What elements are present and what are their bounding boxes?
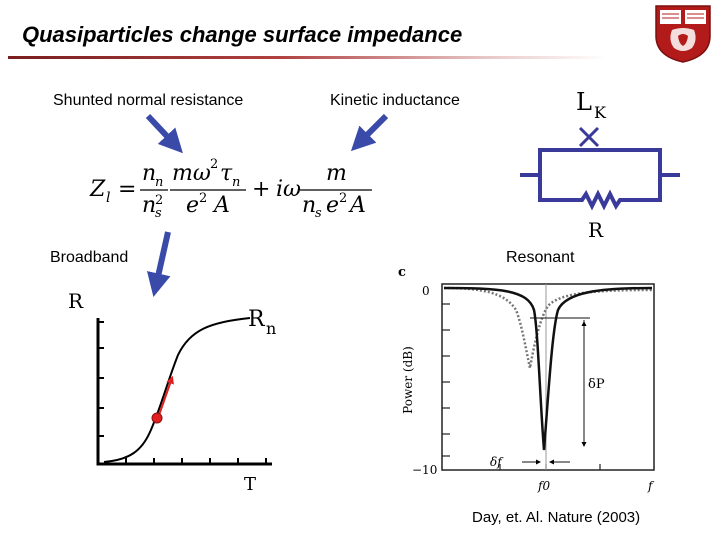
eq-t2-den-A: A	[348, 193, 366, 218]
eq-t1b-num: mω	[172, 161, 211, 186]
resistor-zigzag	[540, 189, 660, 211]
eq-t2-den-sub: s	[315, 206, 322, 221]
x-label-f: f	[647, 479, 655, 493]
plot-y-label-r: R	[68, 289, 84, 313]
y-axis-ticks	[98, 321, 104, 437]
eq-t1-num-sub: n	[155, 175, 163, 190]
delta-p-label: δP	[588, 377, 605, 392]
eq-lhs-sub: l	[106, 190, 110, 206]
inductor-cross-symbol	[578, 126, 600, 148]
surface-impedance-equation: Z l = n n n s 2 mω 2 τ n e 2 A + iω m n …	[89, 157, 372, 221]
delta-f-label: δf	[490, 455, 504, 469]
resonance-dip-figure: c 0 −10 Power (dB) δP δf f0 f	[398, 265, 655, 493]
y-tick-minus10: −10	[412, 463, 437, 477]
eq-t1b-num-sup: 2	[210, 157, 218, 172]
panel-letter: c	[398, 265, 406, 280]
university-crest-logo	[655, 5, 711, 63]
operating-point-marker	[151, 412, 163, 424]
eq-t1b-num-tau: τ	[220, 161, 233, 186]
eq-t1-num: n	[142, 161, 156, 186]
dip-curve-solid	[443, 286, 653, 451]
eq-equals: =	[118, 177, 136, 202]
x-axis-ticks	[125, 458, 267, 464]
eq-iomega: iω	[276, 177, 301, 202]
label-resonant: Resonant	[506, 249, 575, 266]
resistance-transition-curve	[103, 317, 251, 463]
title-underline	[8, 56, 608, 59]
eq-t1-den-sub: s	[155, 206, 162, 221]
label-shunted-normal-resistance: Shunted normal resistance	[53, 92, 244, 109]
eq-t1b-den-sup: 2	[199, 191, 207, 206]
y-tick-0: 0	[422, 284, 430, 298]
eq-t1-den: n	[142, 193, 156, 218]
bias-direction-arrow	[157, 375, 174, 419]
arrow-to-inductive-term	[350, 113, 389, 152]
arrow-to-resistive-term	[145, 113, 183, 154]
arrow-to-rt-curve	[146, 231, 171, 298]
lk-r-parallel-circuit: L K R	[520, 88, 680, 242]
plot-rn-label: R	[248, 307, 266, 332]
dip-curve-dotted	[443, 286, 653, 369]
eq-t1b-den: e	[186, 193, 199, 218]
plot-rn-subscript: n	[266, 319, 276, 338]
eq-t2-num: m	[326, 161, 347, 186]
label-kinetic-inductance: Kinetic inductance	[330, 92, 460, 109]
inductor-label: L	[576, 88, 592, 116]
eq-t2-den-n: n	[302, 193, 316, 218]
citation-text: Day, et. Al. Nature (2003)	[472, 509, 641, 526]
eq-t1b-den-A: A	[212, 193, 230, 218]
x-label-f0: f0	[537, 479, 550, 493]
plot-x-label-t: T	[244, 474, 256, 495]
inductor-subscript: K	[594, 103, 607, 122]
broadband-resistance-plot: R R n T	[68, 231, 276, 495]
slide-title: Quasiparticles change surface impedance	[22, 22, 463, 47]
label-broadband: Broadband	[50, 249, 129, 266]
eq-t2-den-e: e	[326, 193, 339, 218]
eq-lhs: Z	[89, 177, 106, 202]
eq-t2-den-sup: 2	[339, 191, 347, 206]
eq-t1b-num-tau-sub: n	[232, 175, 240, 190]
eq-t1-den-sup: 2	[155, 193, 163, 208]
eq-plus: +	[252, 177, 270, 202]
y-axis-title: Power (dB)	[401, 346, 415, 414]
resistor-label: R	[588, 218, 604, 242]
